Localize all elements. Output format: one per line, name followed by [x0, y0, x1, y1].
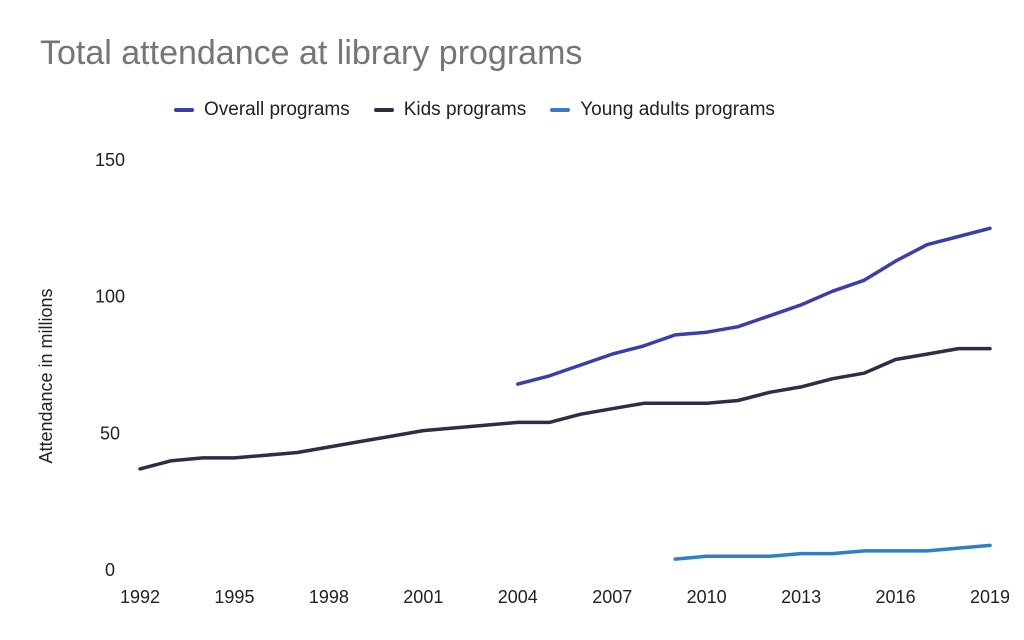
- legend-item-overall: Overall programs: [174, 99, 350, 121]
- x-tick-label-1995: 1995: [214, 587, 254, 607]
- x-tick-label-2001: 2001: [403, 587, 443, 607]
- legend-label-kids: Kids programs: [403, 99, 527, 120]
- x-tick-label-2010: 2010: [687, 587, 727, 607]
- series-line-young-adults: [673, 543, 992, 561]
- y-tick-label-0: 0: [105, 560, 115, 580]
- y-tick-label-150: 150: [95, 150, 125, 170]
- y-axis-ticks: 0 50 100 150: [95, 150, 125, 580]
- x-tick-label-2004: 2004: [498, 587, 538, 607]
- x-tick-label-1992: 1992: [120, 587, 160, 607]
- legend-item-young-adults: Young adults programs: [550, 99, 775, 121]
- x-tick-label-2016: 2016: [876, 587, 916, 607]
- legend-swatch-kids: [373, 108, 394, 112]
- series-line-overall: [516, 226, 992, 386]
- chart-title: Total attendance at library programs: [40, 34, 583, 72]
- legend-label-overall: Overall programs: [204, 99, 350, 120]
- series-lines: [138, 226, 992, 561]
- x-tick-label-2013: 2013: [781, 587, 821, 607]
- legend-swatch-overall: [174, 108, 194, 112]
- y-tick-label-50: 50: [100, 423, 120, 443]
- legend-item-kids: Kids programs: [373, 99, 527, 121]
- x-tick-label-1998: 1998: [309, 587, 349, 607]
- y-axis-label: Attendance in millions: [36, 288, 56, 463]
- legend-swatch-young-adults: [550, 108, 571, 112]
- x-tick-label-2019: 2019: [970, 587, 1010, 607]
- x-axis-ticks: 1992 1995 1998 2001 2004 2007 2010 2013 2016 2019: [120, 587, 1010, 607]
- x-tick-label-2007: 2007: [592, 587, 632, 607]
- legend-label-young-adults: Young adults programs: [580, 99, 775, 120]
- series-line-kids: [138, 346, 992, 471]
- legend: Overall programs Kids programs Young adu…: [174, 98, 799, 122]
- y-tick-label-100: 100: [95, 287, 125, 307]
